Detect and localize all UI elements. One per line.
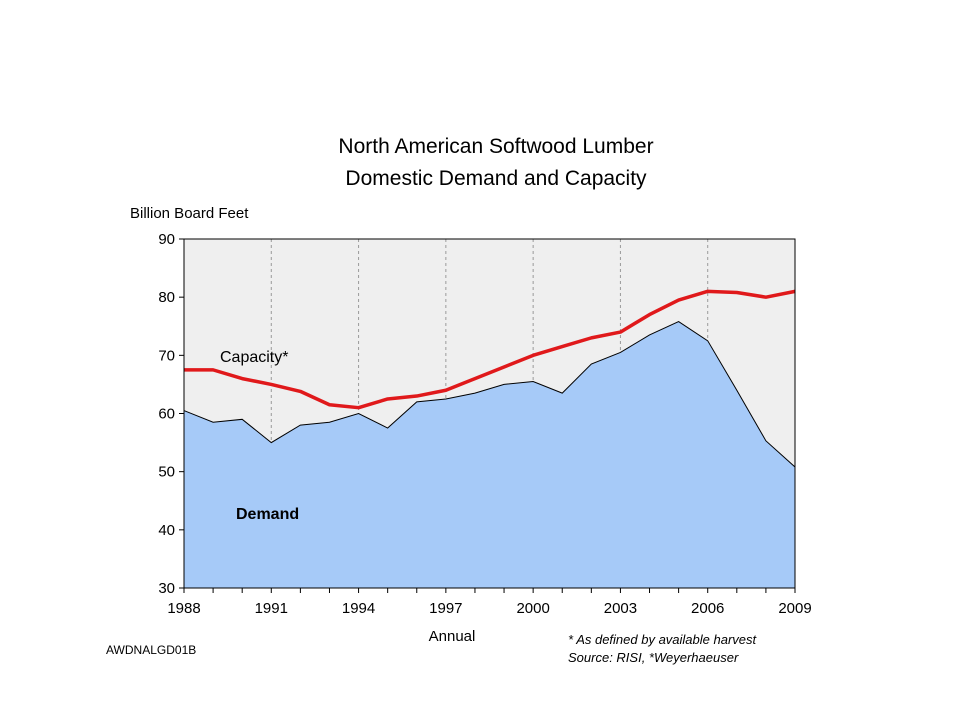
demand-area [183,321,796,589]
y-axis-label: Billion Board Feet [130,205,249,222]
y-tick-label: 90 [158,231,175,248]
x-tick-label: 2000 [516,600,549,617]
y-tick-label: 30 [158,580,175,597]
x-tick-label: 1991 [255,600,288,617]
y-tick-label: 50 [158,464,175,481]
x-tick-label: 1994 [342,600,375,617]
x-tick-label: 1997 [429,600,462,617]
chart-code: AWDNALGD01B [106,643,196,657]
y-tick-label: 80 [158,289,175,306]
y-axis: 30 40 50 60 70 80 90 [158,231,184,597]
demand-annotation: Demand [236,506,299,523]
y-tick-label: 60 [158,406,175,423]
chart-title-line-1: North American Softwood Lumber [338,135,653,158]
x-tick-label: 2006 [691,600,724,617]
footnote-definition: * As defined by available harvest [568,632,758,647]
x-tick-label: 2003 [604,600,637,617]
chart-title-line-2: Domestic Demand and Capacity [345,167,647,190]
y-tick-label: 70 [158,347,175,364]
x-axis: 1988 1991 1994 1997 2000 2003 2006 2009 [167,588,812,617]
footnote-source: Source: RISI, *Weyerhaeuser [568,650,739,665]
y-tick-label: 40 [158,522,175,539]
x-tick-label: 2009 [778,600,811,617]
capacity-line [184,289,796,410]
x-tick-label: 1988 [167,600,200,617]
capacity-annotation: Capacity* [220,349,288,366]
x-axis-label: Annual [429,628,476,645]
